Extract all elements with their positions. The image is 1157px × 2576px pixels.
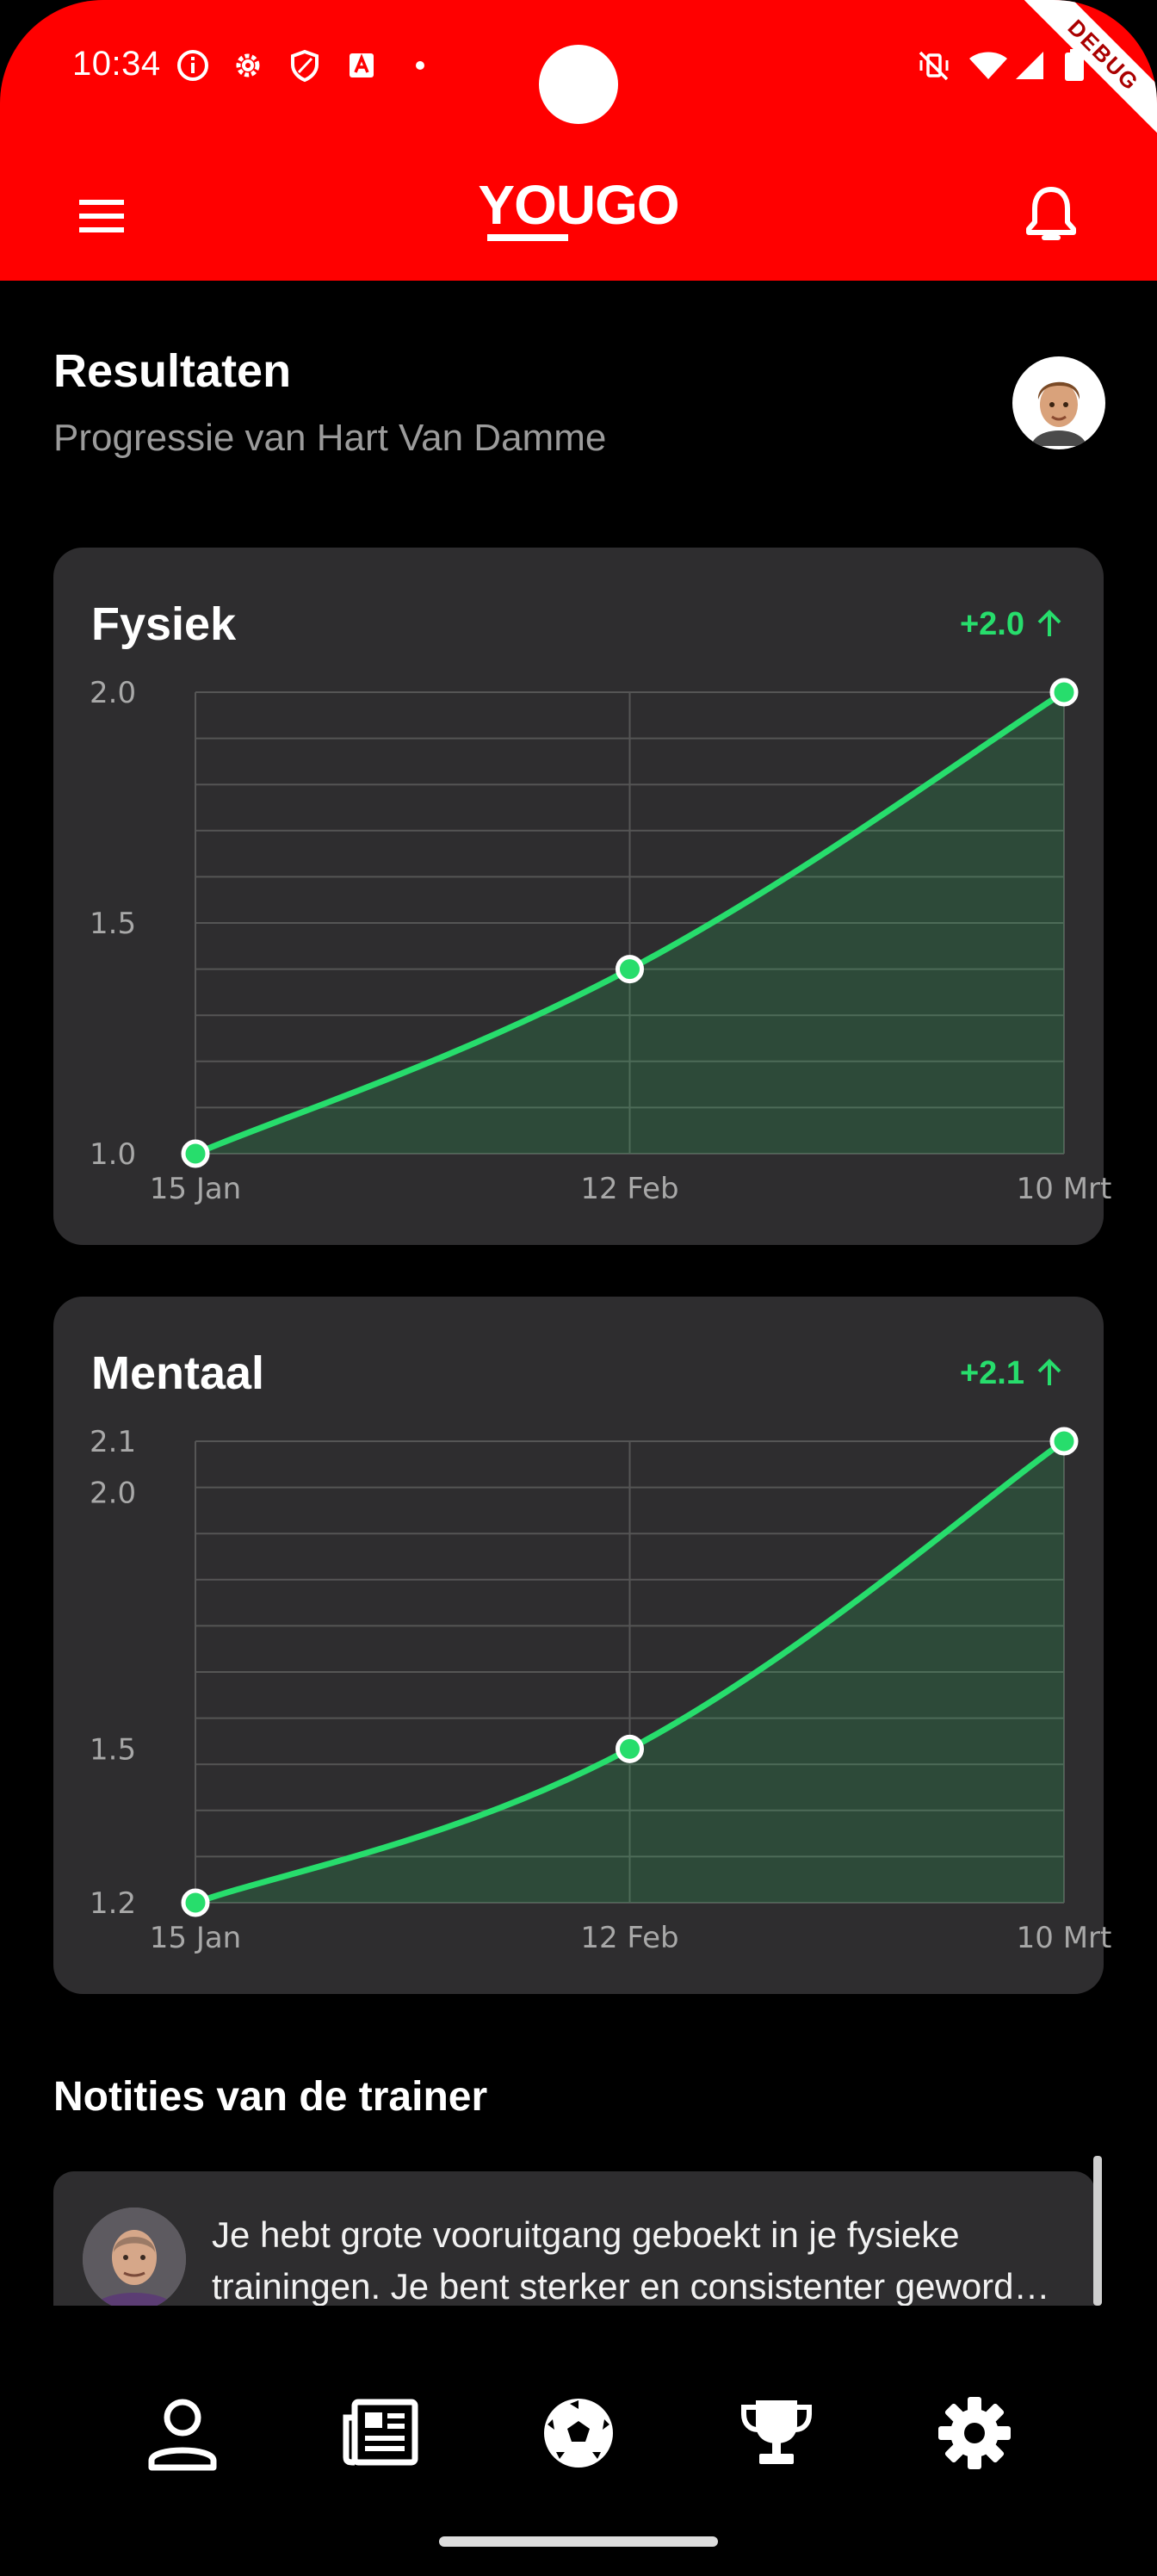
y-tick-label: 2.0 [90,676,136,710]
x-tick-label: 15 Jan [150,1921,241,1955]
home-indicator[interactable] [439,2536,718,2547]
dot-icon [416,61,424,70]
data-point[interactable] [616,1734,644,1763]
data-point[interactable] [181,1139,210,1168]
arrow-up-icon [1037,1359,1061,1385]
bell-icon[interactable] [1021,183,1081,248]
trophy-icon[interactable] [735,2392,818,2474]
x-tick-label: 15 Jan [150,1172,241,1206]
data-point[interactable] [1049,678,1079,707]
arrow-up-icon [1037,610,1061,636]
delta-value: +2.1 [959,1355,1024,1391]
chart-card-mentaal: Mentaal +2.1 1.2 1.5 2.0 2.1 15 Jan 12 Feb 10 … [53,1297,1111,1994]
status-bar: 10:34 [0,0,1157,138]
person-icon[interactable] [141,2392,224,2474]
data-point[interactable] [1049,1427,1079,1456]
chart-delta: +2.1 [960,1355,1062,1392]
settings-status-icon [236,53,260,77]
data-point[interactable] [616,955,644,984]
series-area [195,1441,1064,1903]
data-point[interactable] [181,1888,210,1917]
delta-value: +2.0 [959,606,1024,642]
note-line-2: trainingen. Je bent sterker en consisten… [212,2266,1050,2306]
yougo-logo: YOUGO [478,174,680,241]
shield-icon [291,49,319,83]
menu-icon[interactable] [72,191,134,243]
app-bar: YOUGO [0,160,1157,263]
notes-scrollbar[interactable] [1093,2156,1102,2306]
status-time: 10:34 [72,45,161,83]
y-tick-label: 2.1 [90,1425,136,1459]
bottom-nav [0,2357,1157,2504]
y-tick-label: 2.0 [90,1477,136,1511]
x-tick-label: 10 Mrt [1017,1921,1112,1955]
news-icon[interactable] [339,2392,422,2474]
page-subtitle: Progressie van Hart Van Damme [53,417,607,459]
memoji-avatar-icon [1016,360,1102,446]
chart-title: Mentaal [91,1347,265,1399]
y-tick-label: 1.5 [90,907,136,941]
note-card[interactable]: Je hebt grote vooruitgang geboekt in je … [53,2171,1095,2306]
notes-section-title: Notities van de trainer [53,2074,488,2120]
chart-delta: +2.0 [960,606,1062,643]
trainer-avatar [83,2208,186,2306]
y-tick-label: 1.0 [90,1137,136,1172]
note-line-1: Je hebt grote vooruitgang geboekt in je … [212,2214,960,2255]
trainer-photo-icon [83,2208,186,2306]
series-area [195,692,1064,1154]
keyboard-a-icon [350,53,374,77]
vibrate-off-icon [919,51,949,81]
y-tick-label: 1.2 [90,1886,136,1921]
signal-icon [1016,52,1043,79]
x-tick-label: 12 Feb [580,1172,678,1206]
page-title: Resultaten [53,345,292,397]
top-bar: 10:34 [0,0,1157,281]
x-tick-label: 12 Feb [580,1921,678,1955]
info-icon [177,50,208,81]
notes-list[interactable]: Je hebt grote vooruitgang geboekt in je … [53,2159,1109,2306]
note-text: Je hebt grote vooruitgang geboekt in je … [212,2209,1073,2306]
y-tick-label: 1.5 [90,1732,136,1767]
camera-cutout [539,45,618,124]
chart-mentaal: 1.2 1.5 2.0 2.1 15 Jan 12 Feb 10 Mrt [90,1425,1111,1955]
gear-icon[interactable] [933,2392,1016,2474]
logo-text: YOUGO [478,174,678,236]
soccer-ball-icon[interactable] [537,2392,620,2474]
x-tick-label: 10 Mrt [1017,1172,1112,1206]
avatar[interactable] [1012,356,1105,449]
wifi-icon [969,52,1007,79]
chart-fysiek: 1.0 1.5 2.0 15 Jan 12 Feb 10 Mrt [90,676,1111,1206]
chart-card-fysiek: Fysiek +2.0 1.0 1.5 2.0 15 Jan 12 Feb 10 Mrt [53,548,1111,1245]
chart-title: Fysiek [91,598,237,650]
